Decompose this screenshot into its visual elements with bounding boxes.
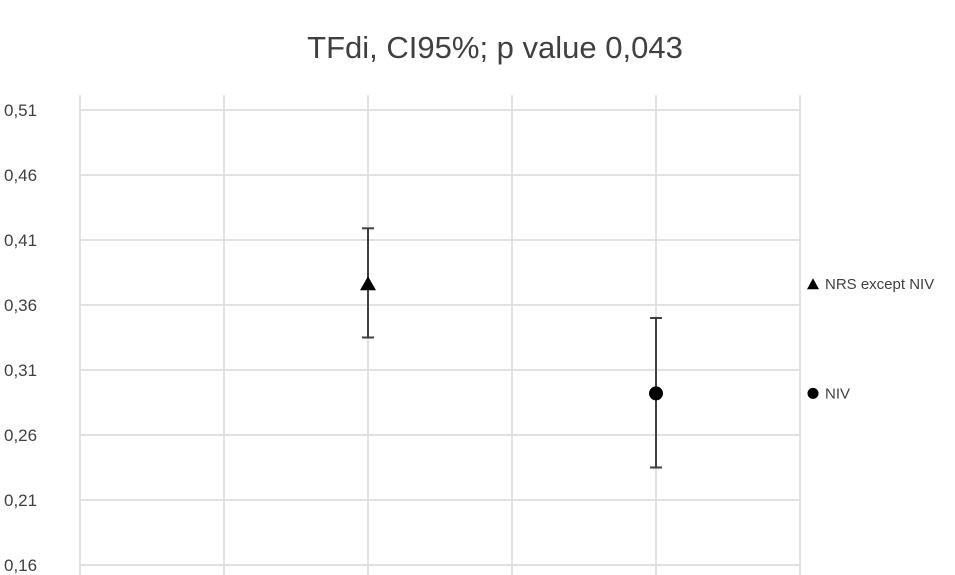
legend-label: NRS except NIV xyxy=(825,276,934,293)
y-tick-label: 0,51 xyxy=(4,101,37,120)
chart-title: TFdi, CI95%; p value 0,043 xyxy=(307,30,683,65)
y-tick-label: 0,16 xyxy=(4,556,37,575)
legend: NRS except NIV NIV xyxy=(807,276,934,402)
grid-layer xyxy=(79,95,801,575)
y-tick-label: 0,26 xyxy=(4,426,37,445)
legend-label: NIV xyxy=(825,385,850,402)
y-axis-ticks: 0,16 0,21 0,26 0,31 0,36 0,41 0,46 0,51 xyxy=(4,101,37,575)
y-tick-label: 0,36 xyxy=(4,296,37,315)
y-tick-label: 0,41 xyxy=(4,231,37,250)
data-point-triangle xyxy=(360,276,376,291)
data-marks xyxy=(360,227,663,469)
data-point-circle xyxy=(649,386,663,401)
y-tick-label: 0,46 xyxy=(4,166,37,185)
legend-marker-triangle xyxy=(807,278,819,290)
legend-marker-circle xyxy=(807,387,819,399)
y-tick-label: 0,31 xyxy=(4,361,37,380)
y-tick-label: 0,21 xyxy=(4,491,37,510)
